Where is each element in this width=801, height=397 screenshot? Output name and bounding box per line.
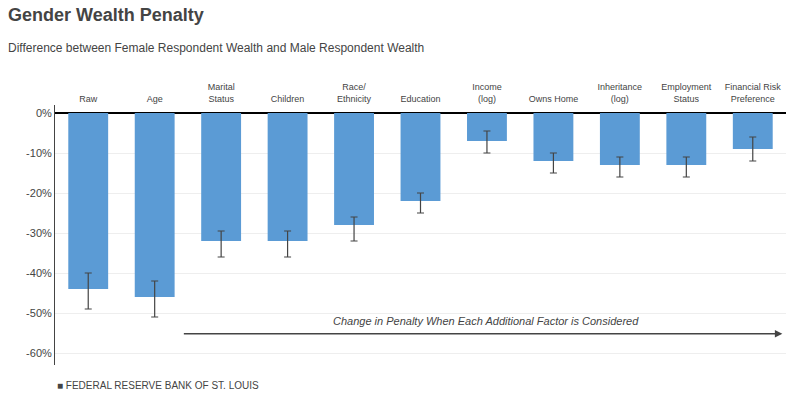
- svg-text:EmploymentStatus: EmploymentStatus: [661, 83, 712, 105]
- svg-text:-50%: -50%: [26, 307, 52, 319]
- svg-text:-30%: -30%: [26, 227, 52, 239]
- svg-text:-10%: -10%: [26, 147, 52, 159]
- svg-text:MaritalStatus: MaritalStatus: [208, 83, 235, 105]
- svg-text:Financial RiskPreference: Financial RiskPreference: [725, 83, 782, 105]
- svg-text:Gender Wealth Penalty: Gender Wealth Penalty: [8, 5, 204, 25]
- svg-text:Inheritance(log): Inheritance(log): [598, 83, 643, 105]
- svg-text:Difference between Female Resp: Difference between Female Respondent Wea…: [8, 41, 424, 55]
- svg-text:Age: Age: [147, 94, 163, 104]
- svg-text:Income(log): Income(log): [472, 83, 502, 105]
- svg-text:Owns Home: Owns Home: [529, 94, 579, 104]
- svg-text:Education: Education: [400, 94, 440, 104]
- svg-text:■ FEDERAL RESERVE BANK OF ST.: ■ FEDERAL RESERVE BANK OF ST. LOUIS: [57, 380, 259, 391]
- svg-text:0%: 0%: [36, 107, 52, 119]
- svg-text:Race/Ethnicity: Race/Ethnicity: [337, 83, 372, 105]
- svg-text:-40%: -40%: [26, 267, 52, 279]
- svg-text:-60%: -60%: [26, 347, 52, 359]
- svg-text:Children: Children: [271, 94, 305, 104]
- svg-text:-20%: -20%: [26, 187, 52, 199]
- svg-text:Raw: Raw: [79, 94, 98, 104]
- svg-text:Change in Penalty When Each Ad: Change in Penalty When Each Additional F…: [333, 315, 639, 327]
